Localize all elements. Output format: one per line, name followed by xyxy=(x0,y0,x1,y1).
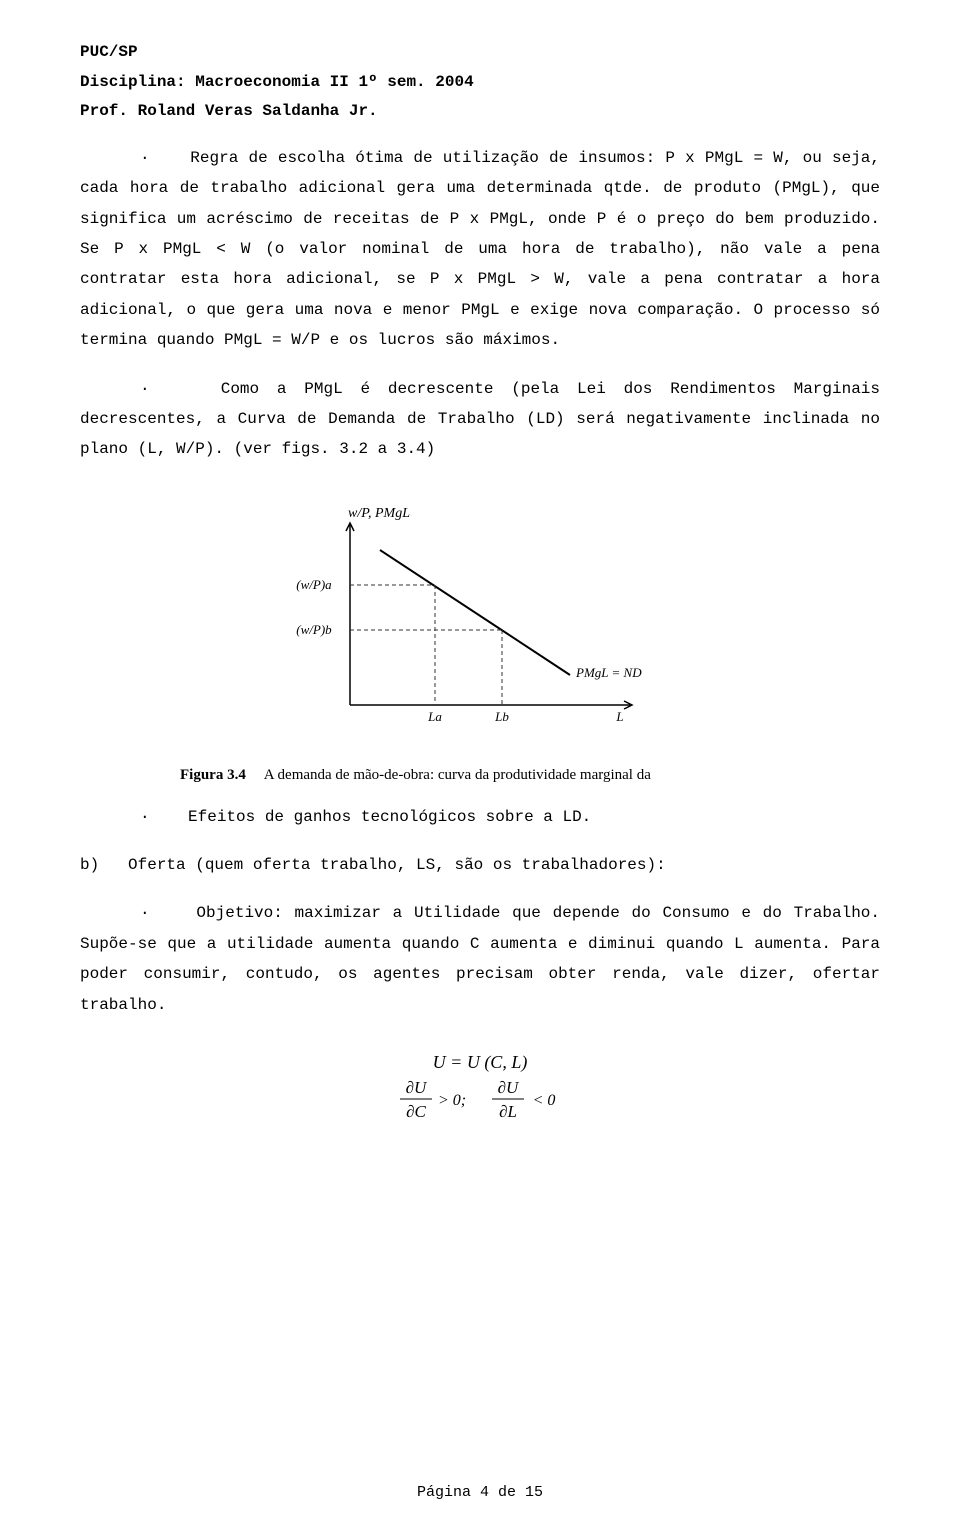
math-line-1: U = U (C, L) xyxy=(80,1050,880,1075)
page-container: PUC/SP Disciplina: Macroeconomia II 1º s… xyxy=(0,0,960,1531)
y-tick-b: (w/P)b xyxy=(296,622,332,637)
x-tick-a: La xyxy=(427,709,442,724)
paragraph-5: · Objetivo: maximizar a Utilidade que de… xyxy=(80,898,880,1020)
svg-text:∂U: ∂U xyxy=(498,1078,520,1097)
header-institution: PUC/SP xyxy=(80,40,880,66)
figure-caption-text: A demanda de mão-de-obra: curva da produ… xyxy=(264,767,651,783)
x-tick-b: Lb xyxy=(494,709,509,724)
paragraph-4: b) Oferta (quem oferta trabalho, LS, são… xyxy=(80,850,880,880)
svg-text:∂L: ∂L xyxy=(499,1102,517,1121)
paragraph-2: · Como a PMgL é decrescente (pela Lei do… xyxy=(80,374,880,465)
paragraph-1: · Regra de escolha ótima de utilização d… xyxy=(80,143,880,356)
paragraph-3: · Efeitos de ganhos tecnológicos sobre a… xyxy=(80,802,880,832)
y-axis-label: w/P, PMgL xyxy=(348,506,410,521)
demand-line xyxy=(380,550,570,675)
header-prof: Prof. Roland Veras Saldanha Jr. xyxy=(80,99,880,125)
svg-text:< 0: < 0 xyxy=(533,1092,556,1109)
math-fraction-svg: ∂U ∂C > 0; ∂U ∂L < 0 xyxy=(390,1075,570,1123)
math-block: U = U (C, L) ∂U ∂C > 0; ∂U ∂L < 0 xyxy=(80,1050,880,1130)
svg-text:∂U: ∂U xyxy=(406,1078,428,1097)
svg-text:> 0;: > 0; xyxy=(438,1092,466,1109)
figure-svg: w/P, PMgL (w/P)a (w/P)b PMgL = ND La Lb … xyxy=(270,495,690,755)
page-footer: Página 4 de 15 xyxy=(0,1484,960,1501)
header-discipline: Disciplina: Macroeconomia II 1º sem. 200… xyxy=(80,70,880,96)
x-axis-label: L xyxy=(615,709,623,724)
figure-caption-label: Figura 3.4 xyxy=(180,767,246,783)
svg-text:∂C: ∂C xyxy=(406,1102,426,1121)
math-line-2: ∂U ∂C > 0; ∂U ∂L < 0 xyxy=(80,1075,880,1130)
figure-block: w/P, PMgL (w/P)a (w/P)b PMgL = ND La Lb … xyxy=(200,495,760,784)
line-end-label: PMgL = ND xyxy=(575,665,642,680)
y-tick-a: (w/P)a xyxy=(296,577,332,592)
figure-caption: Figura 3.4 A demanda de mão-de-obra: cur… xyxy=(180,767,760,784)
